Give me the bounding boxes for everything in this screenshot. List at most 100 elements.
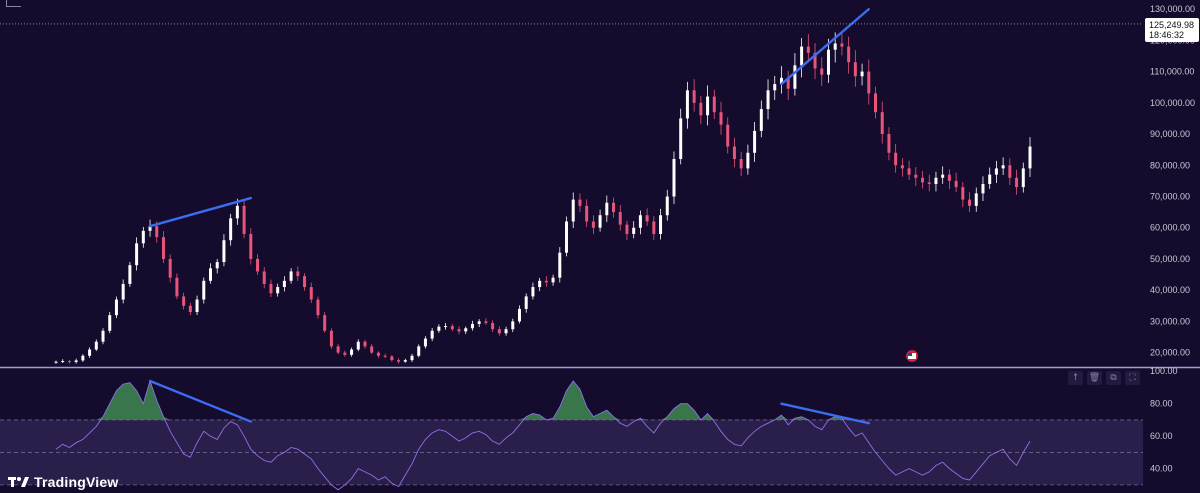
candle[interactable] — [491, 322, 495, 330]
candle[interactable] — [148, 226, 152, 231]
arrow-up-icon[interactable]: ↑ — [1068, 371, 1083, 385]
candle[interactable] — [121, 283, 125, 300]
candle[interactable] — [74, 360, 78, 362]
candle[interactable] — [1008, 165, 1012, 178]
candle[interactable] — [947, 174, 951, 181]
candle[interactable] — [968, 199, 972, 206]
trendline[interactable] — [148, 196, 253, 228]
candle[interactable] — [988, 174, 992, 184]
candle[interactable] — [67, 361, 71, 363]
candle[interactable] — [571, 199, 575, 222]
candle[interactable] — [732, 146, 736, 160]
candle[interactable] — [188, 305, 192, 313]
candle[interactable] — [464, 328, 468, 332]
candle[interactable] — [907, 168, 911, 175]
candle[interactable] — [128, 265, 132, 284]
candle[interactable] — [685, 90, 689, 119]
candle[interactable] — [81, 355, 85, 361]
candle[interactable] — [1028, 146, 1032, 169]
candle[interactable] — [410, 355, 414, 361]
candle[interactable] — [282, 280, 286, 288]
trendlines[interactable] — [148, 7, 870, 425]
candle[interactable] — [249, 233, 253, 259]
candle[interactable] — [511, 321, 515, 330]
candle[interactable] — [726, 124, 730, 147]
candle[interactable] — [417, 346, 421, 356]
candle[interactable] — [954, 180, 958, 188]
candle[interactable] — [303, 276, 307, 288]
candle[interactable] — [994, 168, 998, 175]
candle[interactable] — [470, 323, 474, 329]
candle[interactable] — [524, 296, 528, 309]
candle[interactable] — [551, 277, 555, 283]
candle[interactable] — [430, 330, 434, 339]
candle[interactable] — [826, 49, 830, 75]
candle[interactable] — [195, 299, 199, 313]
candle[interactable] — [833, 43, 837, 50]
candle[interactable] — [934, 177, 938, 184]
candle[interactable] — [739, 159, 743, 169]
candle[interactable] — [679, 118, 683, 160]
fullscreen-icon[interactable]: ⛶ — [1125, 371, 1140, 385]
rsi-line[interactable] — [55, 379, 1031, 491]
tradingview-logo[interactable]: TradingView — [8, 474, 118, 490]
candle[interactable] — [746, 152, 750, 169]
candle[interactable] — [497, 329, 501, 334]
candle[interactable] — [974, 193, 978, 206]
candle[interactable] — [544, 280, 548, 283]
candle[interactable] — [477, 321, 481, 324]
candle[interactable] — [961, 187, 965, 200]
candle[interactable] — [323, 315, 327, 331]
candle[interactable] — [753, 130, 757, 153]
candle[interactable] — [135, 243, 139, 266]
candle[interactable] — [370, 346, 374, 353]
candle[interactable] — [887, 134, 891, 153]
candle[interactable] — [450, 326, 454, 330]
candle[interactable] — [847, 46, 851, 63]
candle[interactable] — [927, 182, 931, 184]
candle[interactable] — [840, 43, 844, 47]
candle[interactable] — [208, 268, 212, 281]
trendline[interactable] — [780, 402, 870, 425]
candle[interactable] — [276, 287, 280, 294]
candle[interactable] — [806, 46, 810, 53]
candle[interactable] — [383, 355, 387, 357]
candle[interactable] — [632, 227, 636, 234]
candle[interactable] — [853, 62, 857, 77]
candle[interactable] — [504, 329, 508, 334]
candle[interactable] — [390, 356, 394, 361]
candle[interactable] — [800, 46, 804, 66]
candle[interactable] — [598, 215, 602, 228]
candle[interactable] — [585, 205, 589, 222]
candle[interactable] — [618, 212, 622, 225]
candle[interactable] — [114, 299, 118, 316]
candle[interactable] — [161, 237, 165, 259]
candle[interactable] — [860, 71, 864, 77]
candle[interactable] — [692, 90, 696, 103]
candle[interactable] — [262, 271, 266, 284]
candle[interactable] — [1001, 165, 1005, 169]
candle[interactable] — [914, 174, 918, 178]
candle[interactable] — [350, 349, 354, 355]
candle[interactable] — [578, 199, 582, 206]
candle[interactable] — [813, 52, 817, 69]
candle[interactable] — [874, 93, 878, 113]
candle[interactable] — [175, 277, 179, 297]
candle[interactable] — [638, 215, 642, 228]
candle[interactable] — [867, 71, 871, 94]
candle[interactable] — [215, 262, 219, 269]
candle[interactable] — [309, 287, 313, 300]
copy-icon[interactable]: ⧉ — [1106, 371, 1121, 385]
candle[interactable] — [672, 159, 676, 197]
candle[interactable] — [182, 296, 186, 306]
candle[interactable] — [706, 96, 710, 116]
candle[interactable] — [941, 174, 945, 178]
candle[interactable] — [699, 102, 703, 116]
candle[interactable] — [376, 352, 380, 356]
candle[interactable] — [773, 84, 777, 91]
candle[interactable] — [256, 258, 260, 272]
candle[interactable] — [423, 338, 427, 347]
trendline[interactable] — [780, 7, 870, 86]
trendline[interactable] — [148, 379, 253, 423]
